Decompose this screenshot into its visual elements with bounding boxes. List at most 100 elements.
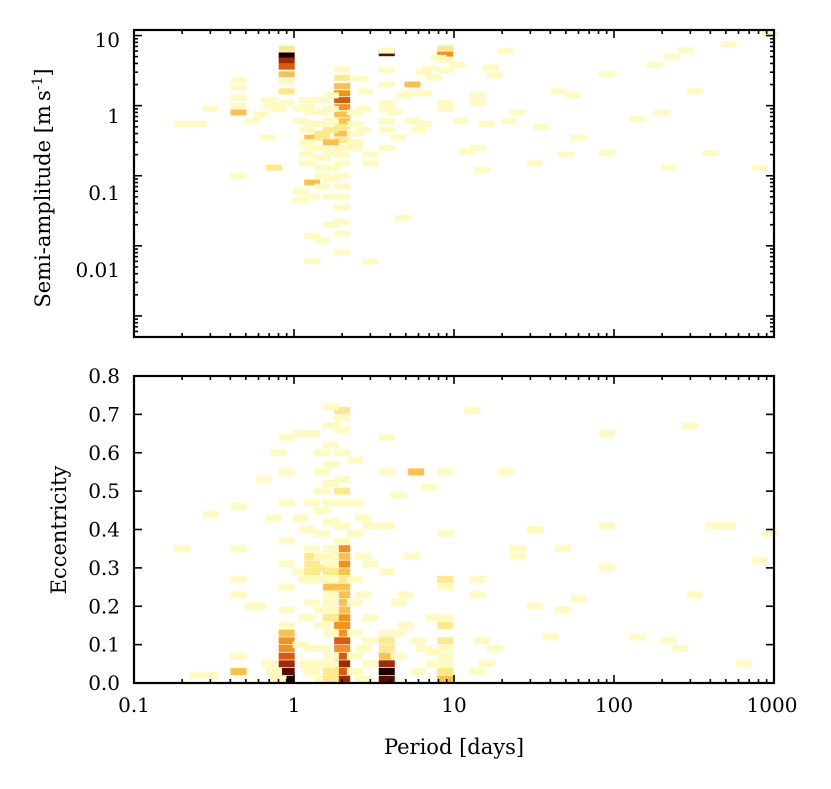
- semi-amplitude-cell: [334, 104, 351, 111]
- semi-amplitude-cell: [304, 109, 321, 116]
- semi-amplitude-cell: [346, 109, 363, 116]
- semi-amplitude-cell: [314, 97, 331, 104]
- eccentricity-ticks: [133, 375, 774, 684]
- semi-amplitude-cell: [334, 130, 351, 137]
- semi-amplitude-cell: [334, 83, 351, 90]
- eccentricity-cell: [629, 633, 646, 641]
- eccentricity-cell: [334, 407, 351, 415]
- eccentricity-cell: [334, 568, 351, 576]
- semi-amplitude-cell: [259, 134, 276, 141]
- semi-amplitude-cell: [654, 109, 671, 116]
- semi-amplitude-cell: [598, 150, 615, 157]
- semi-amplitude-cell: [322, 148, 339, 155]
- eccentricity-cell: [686, 591, 703, 599]
- eccentricity-cell: [682, 422, 699, 430]
- eccentricity-cell: [437, 583, 454, 591]
- semi-amplitude-tick-labels: 10 1 0.1 0.01: [75, 28, 120, 282]
- semi-amplitude-cell: [322, 193, 339, 200]
- semi-amplitude-cell: [646, 62, 663, 69]
- eccentricity-cell: [355, 591, 372, 599]
- semi-amplitude-cell: [410, 126, 427, 133]
- semi-amplitude-cell: [266, 164, 283, 171]
- eccentricity-cell: [314, 621, 331, 629]
- semi-amplitude-cell: [278, 88, 295, 95]
- eccentricity-cell: [230, 591, 247, 599]
- semi-amplitude-cell: [500, 118, 517, 125]
- eccentricity-cell: [526, 602, 543, 610]
- eccentricity-cell: [486, 644, 503, 652]
- y-tick-label-top-0-1: 0.1: [88, 181, 120, 205]
- eccentricity-cell: [762, 529, 779, 537]
- eccentricity-cell: [322, 568, 339, 576]
- semi-amplitude-cell: [298, 151, 315, 158]
- eccentricity-cell: [314, 487, 331, 495]
- semi-amplitude-cell: [292, 118, 309, 125]
- eccentricity-cell: [672, 644, 689, 652]
- eccentricity-cell: [278, 560, 295, 568]
- eccentricity-cell: [278, 629, 295, 637]
- eccentricity-cell: [304, 499, 321, 507]
- eccentricity-cell: [426, 614, 443, 622]
- semi-amplitude-cell: [334, 97, 351, 104]
- semi-amplitude-cell: [334, 204, 351, 211]
- x-tick-label: 0.1: [118, 693, 150, 717]
- semi-amplitude-cell: [437, 67, 454, 74]
- period-axis-label: Period [days]: [384, 735, 524, 759]
- eccentricity-panel: 0.00.10.20.30.40.50.60.70.8 0.1 1 10 100 100…: [47, 364, 797, 759]
- semi-amplitude-cell: [437, 50, 454, 57]
- y-tick-label-bottom: 0.0: [88, 671, 120, 695]
- eccentricity-cell: [378, 660, 395, 668]
- semi-amplitude-cell: [314, 120, 331, 127]
- eccentricity-cell: [437, 675, 454, 683]
- eccentricity-cell: [314, 468, 331, 476]
- semi-amplitude-cell: [362, 151, 379, 158]
- eccentricity-cell: [378, 667, 395, 675]
- semi-amplitude-cell: [230, 102, 247, 109]
- y-tick-label-top-1: 1: [107, 104, 120, 128]
- semi-amplitude-cell: [557, 151, 574, 158]
- eccentricity-cell: [174, 545, 191, 553]
- eccentricity-cell: [437, 652, 454, 660]
- semi-amplitude-cell: [298, 126, 315, 133]
- eccentricity-cell: [469, 591, 486, 599]
- eccentricity-cell: [314, 606, 331, 614]
- eccentricity-cell: [278, 499, 295, 507]
- semi-amplitude-cell: [334, 137, 351, 144]
- eccentricity-cell: [570, 595, 587, 603]
- eccentricity-cell: [378, 644, 395, 652]
- eccentricity-cell: [362, 614, 379, 622]
- eccentricity-cell: [334, 426, 351, 434]
- eccentricity-cell: [397, 621, 414, 629]
- eccentricity-cell: [322, 598, 339, 606]
- eccentricity-cell: [298, 575, 315, 583]
- eccentricity-cell: [334, 522, 351, 530]
- semi-amplitude-cell: [278, 52, 295, 59]
- y-tick-label-top-10: 10: [95, 28, 120, 52]
- eccentricity-cell: [378, 568, 395, 576]
- eccentricity-cell: [437, 529, 454, 537]
- semi-amplitude-cell: [378, 105, 395, 112]
- semi-amplitude-cell: [298, 97, 315, 104]
- eccentricity-cell: [390, 652, 407, 660]
- eccentricity-frame: [132, 374, 776, 685]
- eccentricity-cell: [469, 667, 486, 675]
- eccentricity-cell: [554, 545, 571, 553]
- semi-amplitude-cell: [304, 193, 321, 200]
- semi-amplitude-cell: [314, 130, 331, 137]
- x-tick-label: 1: [288, 693, 301, 717]
- semi-amplitude-cell: [334, 123, 351, 130]
- eccentricity-cell: [230, 545, 247, 553]
- eccentricity-cell: [355, 514, 372, 522]
- semi-amplitude-cell: [497, 48, 514, 55]
- semi-amplitude-cell: [430, 54, 447, 61]
- eccentricity-cell: [378, 433, 395, 441]
- semi-amplitude-cell: [270, 105, 287, 112]
- semi-amplitude-axis-label: Semi-amplitude [m s-1]: [30, 68, 55, 307]
- semi-amplitude-cell: [334, 151, 351, 158]
- semi-amplitude-cell: [570, 134, 587, 141]
- semi-amplitude-cell: [322, 175, 339, 182]
- eccentricity-cell: [322, 422, 339, 430]
- eccentricity-cell: [278, 583, 295, 591]
- eccentricity-cell: [362, 560, 379, 568]
